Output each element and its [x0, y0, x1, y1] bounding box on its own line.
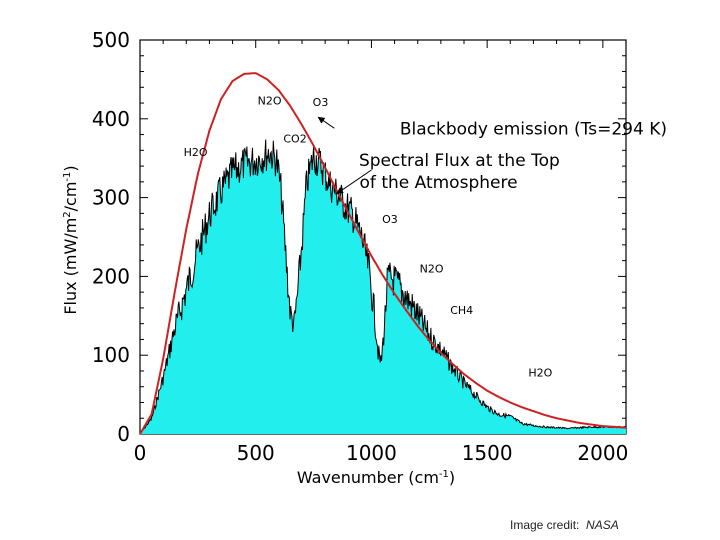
- annotation-arrows: [317, 116, 372, 195]
- x-tick-label: 0: [134, 441, 147, 465]
- gas-label: CO2: [283, 132, 306, 145]
- annotation-arrow: [336, 169, 372, 195]
- y-tick-label: 300: [92, 186, 130, 210]
- x-tick-label: 1500: [462, 441, 513, 465]
- annotation-text: Spectral Flux at the Top: [359, 151, 560, 171]
- y-tick-label: 0: [117, 422, 130, 446]
- gas-label: H2O: [184, 146, 208, 159]
- gas-label: CH4: [450, 304, 473, 317]
- x-axis-title-end: ): [449, 468, 455, 487]
- spectral-flux-area: [140, 139, 626, 434]
- x-axis-title-sup: -1: [439, 469, 449, 480]
- y-tick-label: 400: [92, 107, 130, 131]
- annotation-text: of the Atmosphere: [360, 173, 518, 193]
- x-axis-title-main: Wavenumber (cm: [297, 468, 439, 487]
- image-credit: Image credit: NASA: [510, 518, 619, 532]
- image-credit-label: Image credit:: [510, 518, 580, 532]
- gas-label: O3: [382, 213, 398, 226]
- gas-label: N2O: [258, 95, 282, 108]
- annotation-labels: Blackbody emission (Ts=294 K) Spectral Fl…: [184, 95, 667, 380]
- series-layer: [139, 72, 627, 435]
- y-axis-title-part-4: -1: [62, 172, 73, 182]
- annotation-arrow: [317, 116, 335, 129]
- x-tick-label: 1000: [346, 441, 397, 465]
- y-axis-title: Flux (mW/m2/cm-1): [61, 165, 80, 314]
- gas-label: H2O: [528, 366, 552, 379]
- y-axis-title-part-1: Flux (mW/m: [61, 218, 80, 315]
- x-axis-title: Wavenumber (cm-1): [297, 468, 455, 487]
- y-tick-label: 100: [92, 343, 130, 367]
- blackbody-curve: [139, 72, 627, 435]
- y-axis-title-part-3: /cm: [61, 182, 80, 212]
- spectral-flux-line: [139, 139, 627, 435]
- y-tick-label: 200: [92, 264, 130, 288]
- y-tick-label: 500: [92, 28, 130, 52]
- annotation-text: Blackbody emission (Ts=294 K): [400, 120, 667, 140]
- axis-ticks: 0 500 1000 1500 2000 0 100 200 300 400 500: [92, 28, 628, 465]
- x-tick-label: 500: [237, 441, 275, 465]
- gas-label: O3: [313, 96, 329, 109]
- y-axis-title-part-5: ): [61, 165, 80, 171]
- gas-label: N2O: [420, 262, 444, 275]
- image-credit-source: NASA: [586, 518, 619, 532]
- y-axis-title-part-2: 2: [62, 211, 73, 217]
- x-tick-label: 2000: [577, 441, 628, 465]
